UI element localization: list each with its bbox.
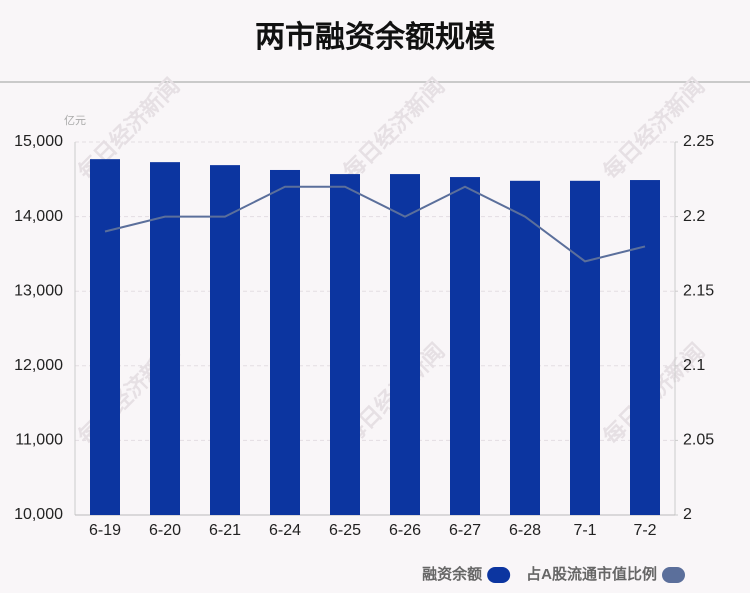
bar: [450, 177, 480, 515]
legend-label: 融资余额: [422, 565, 482, 583]
bar: [150, 162, 180, 515]
y2-tick-label: 2.15: [683, 282, 714, 299]
bar: [630, 180, 660, 515]
y-tick-label: 13,000: [14, 282, 63, 299]
x-tick-label: 6-26: [389, 522, 421, 539]
bar: [90, 159, 120, 515]
y2-tick-label: 2.25: [683, 133, 714, 150]
x-tick-label: 7-2: [633, 522, 656, 539]
y2-tick-label: 2.05: [683, 432, 714, 449]
bar: [510, 180, 540, 516]
x-tick-label: 6-24: [269, 522, 301, 539]
chart-title: 两市融资余额规模: [255, 20, 495, 54]
x-tick-label: 6-27: [449, 522, 481, 539]
line: [104, 185, 646, 263]
x-tick-label: 6-25: [329, 522, 361, 539]
x-tick-label: 6-28: [509, 522, 541, 539]
y2-tick-label: 2.1: [683, 357, 705, 374]
legend-label: 占A股流通市值比例: [526, 565, 657, 583]
y2-tick-label: 2.2: [683, 208, 705, 225]
y2-tick-label: 2: [683, 506, 692, 523]
x-tick-label: 6-21: [209, 522, 241, 539]
x-tick-label: 7-1: [573, 522, 596, 539]
bar: [270, 169, 300, 515]
x-tick-label: 6-19: [89, 522, 121, 539]
y-tick-label: 10,000: [14, 506, 63, 523]
x-tick-label: 6-20: [149, 522, 181, 539]
legend-swatch: [662, 567, 685, 583]
y-tick-label: 15,000: [14, 133, 63, 150]
legend-swatch: [487, 567, 511, 583]
bar: [210, 165, 240, 515]
y-tick-label: 14,000: [14, 208, 63, 225]
bar: [570, 180, 600, 516]
y-tick-label: 12,000: [14, 357, 63, 374]
y-tick-label: 11,000: [15, 432, 63, 449]
bar: [330, 174, 360, 515]
y-unit: 亿元: [64, 114, 86, 127]
bar: [390, 174, 420, 515]
